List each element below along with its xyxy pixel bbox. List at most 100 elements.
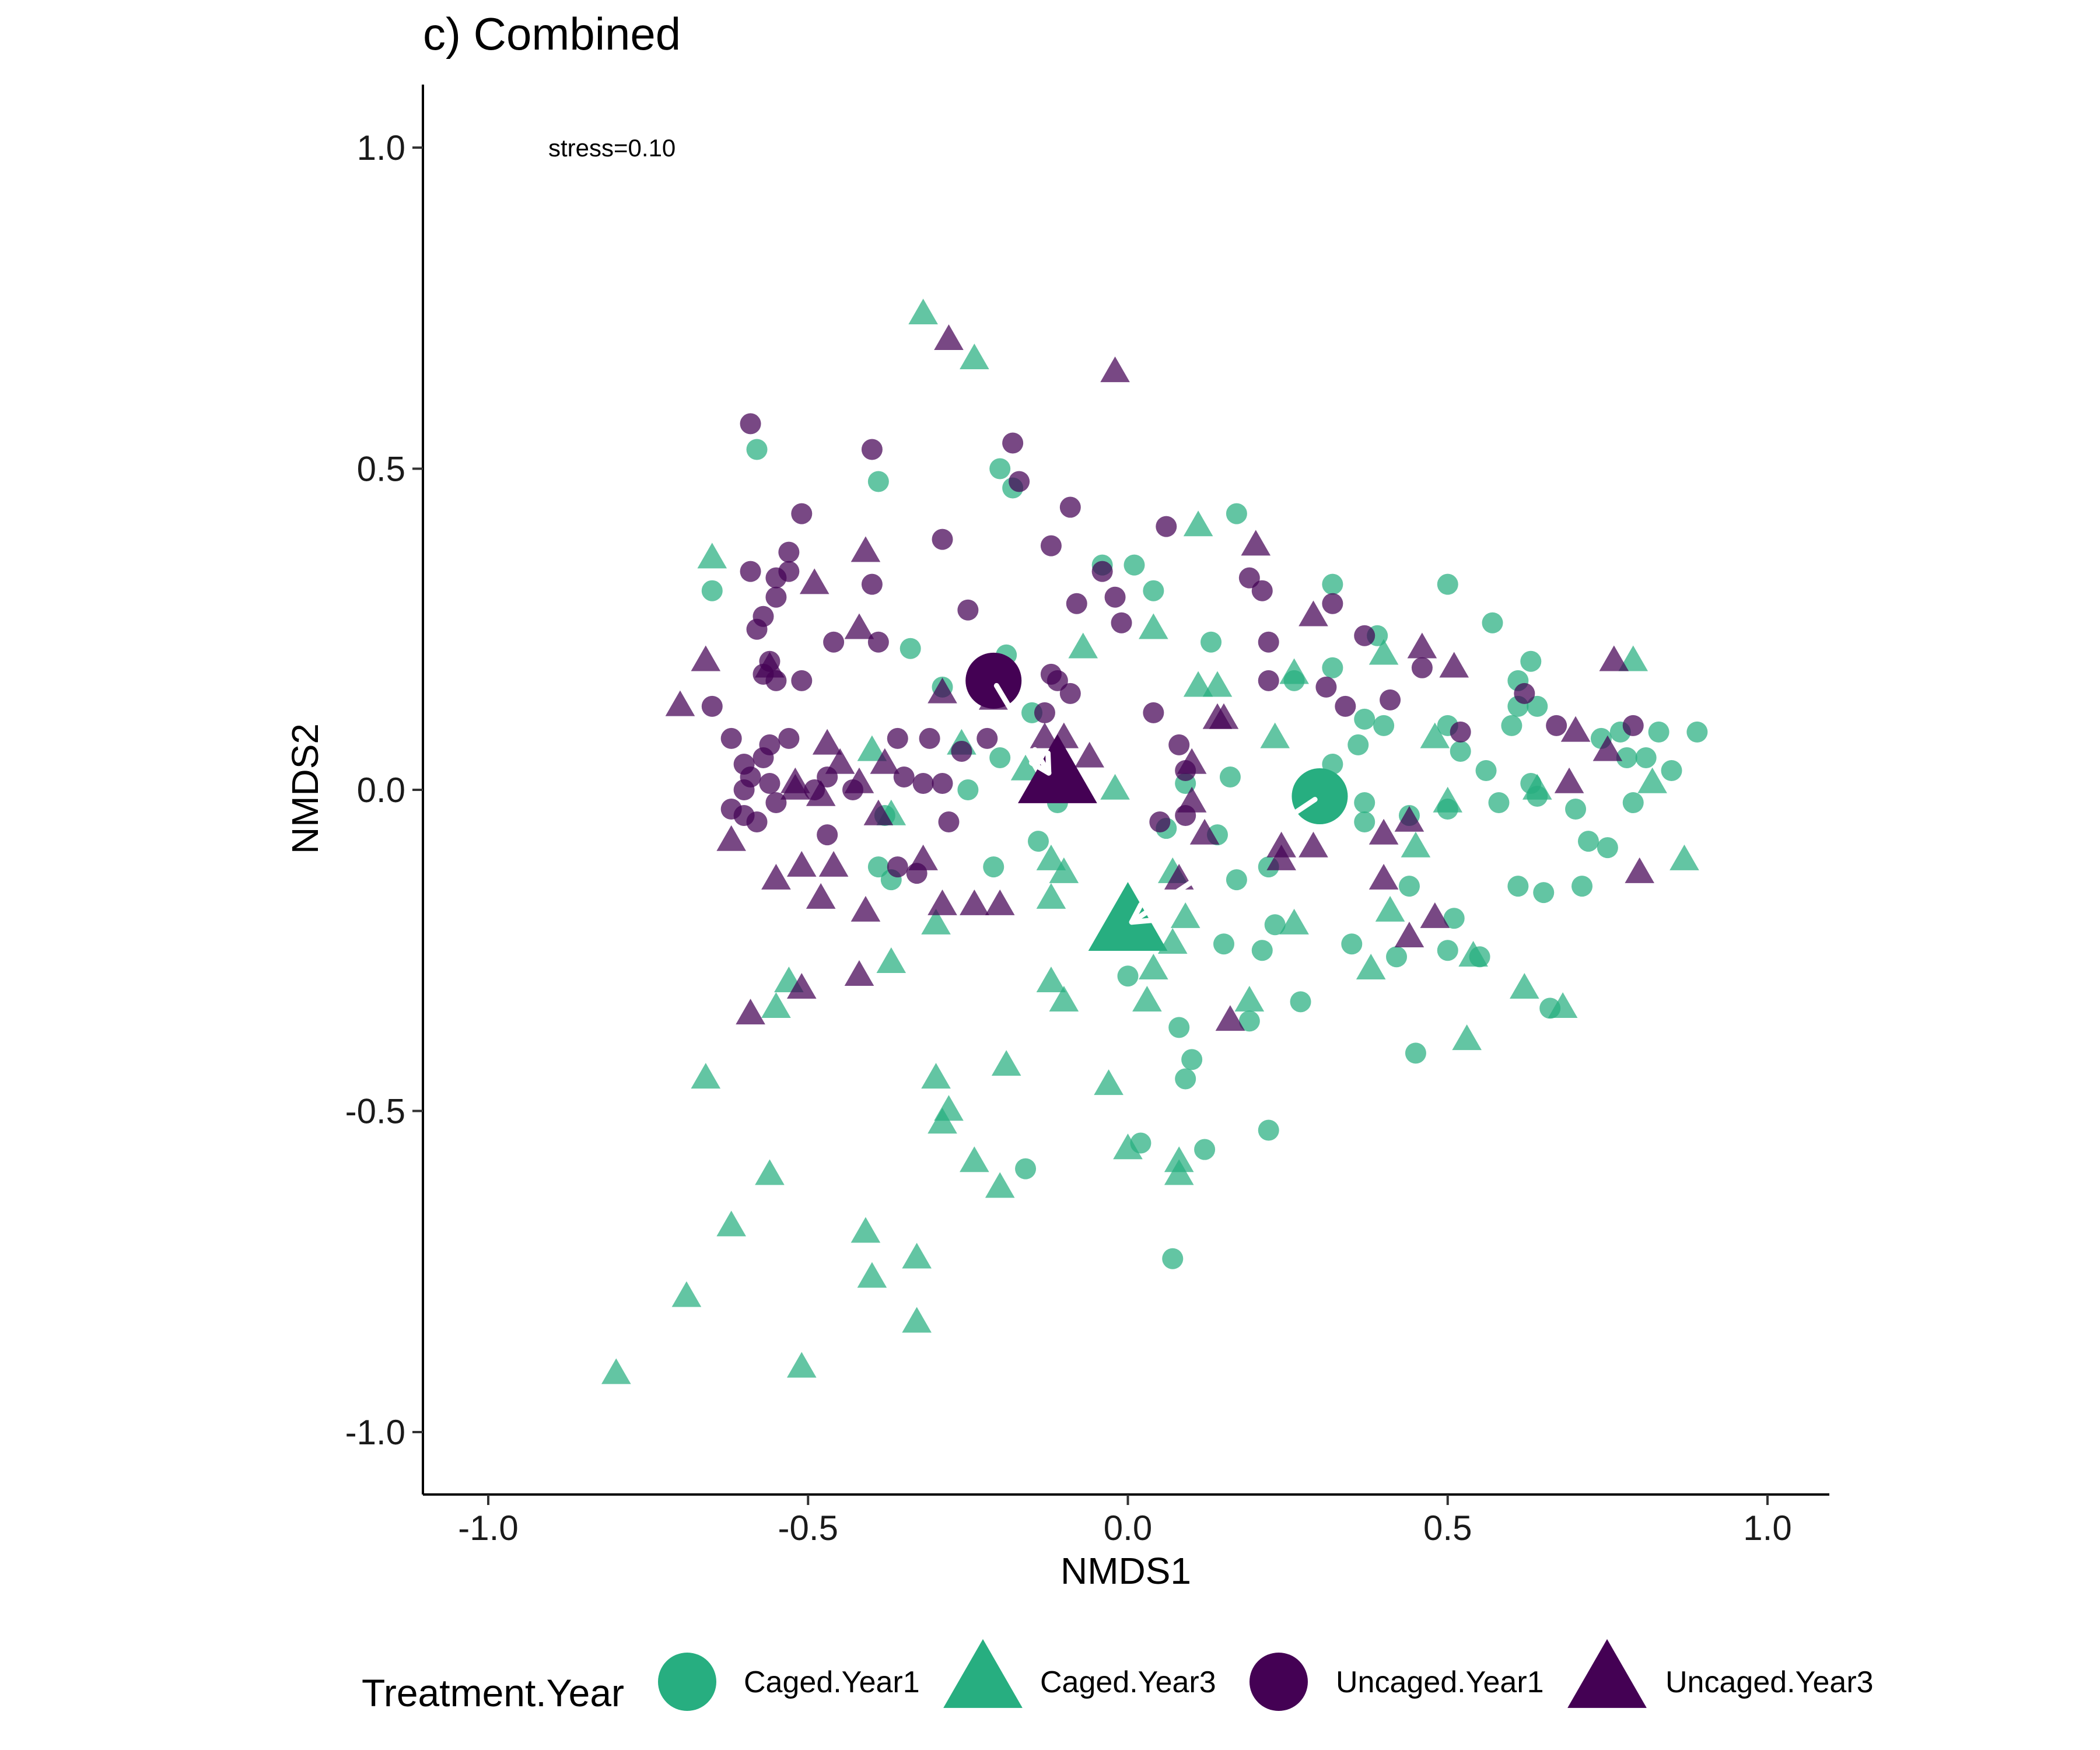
data-point xyxy=(791,670,813,691)
data-point xyxy=(765,586,787,608)
data-point xyxy=(1117,965,1139,987)
x-tick-label: 1.0 xyxy=(1743,1508,1791,1548)
data-point xyxy=(1433,786,1463,813)
data-point xyxy=(1139,613,1168,639)
data-point xyxy=(671,1281,702,1307)
data-point xyxy=(850,895,881,922)
data-point xyxy=(977,727,998,749)
data-point xyxy=(701,695,723,717)
data-point xyxy=(960,344,989,370)
data-point xyxy=(823,631,845,653)
series-uncaged-year1 xyxy=(701,413,1644,884)
data-point xyxy=(1143,580,1164,601)
data-point xyxy=(1548,992,1578,1019)
data-point xyxy=(761,863,791,890)
data-point xyxy=(1226,503,1247,524)
data-point xyxy=(857,1262,887,1288)
y-tick-label: -1.0 xyxy=(345,1413,405,1452)
series-uncaged-year3 xyxy=(665,324,1654,1031)
data-point xyxy=(1394,921,1424,947)
data-point xyxy=(1226,869,1247,891)
data-point xyxy=(1560,716,1591,742)
data-point xyxy=(1162,1248,1184,1269)
data-point xyxy=(887,727,908,749)
data-point xyxy=(928,1108,957,1134)
data-point xyxy=(818,850,849,877)
data-point xyxy=(919,727,940,749)
data-point xyxy=(1405,1042,1426,1064)
data-point xyxy=(850,536,881,562)
data-point xyxy=(960,889,989,915)
data-point xyxy=(1046,670,1068,691)
data-point xyxy=(1482,612,1503,634)
legend-key-circle xyxy=(658,1653,716,1711)
data-point xyxy=(1452,1024,1482,1051)
data-point xyxy=(1625,857,1654,883)
data-point xyxy=(1209,703,1239,729)
data-point xyxy=(983,856,1005,878)
data-point xyxy=(778,541,800,563)
legend-item-uncaged-year1: Uncaged.Year1 xyxy=(1250,1653,1544,1711)
data-point xyxy=(1164,1159,1194,1185)
data-point xyxy=(844,613,874,639)
data-point xyxy=(1091,561,1113,582)
data-point xyxy=(1298,831,1328,858)
data-point xyxy=(1074,741,1105,768)
x-tick-label: 0.0 xyxy=(1104,1508,1152,1548)
data-point xyxy=(1616,747,1637,768)
data-point xyxy=(1375,895,1405,922)
data-point xyxy=(912,772,934,794)
centroid-arrow xyxy=(1129,797,1318,925)
data-point xyxy=(1168,734,1190,755)
data-point xyxy=(867,631,889,653)
y-tick-label: 0.5 xyxy=(357,450,405,489)
data-point xyxy=(1522,774,1552,800)
data-point xyxy=(1181,1049,1203,1070)
data-point xyxy=(1175,1068,1196,1090)
data-point xyxy=(791,503,813,524)
data-point xyxy=(844,767,874,793)
data-point xyxy=(870,748,900,774)
data-point xyxy=(746,811,768,833)
data-point xyxy=(960,1146,989,1172)
data-point xyxy=(1354,625,1376,646)
centroid-uncaged-year1 xyxy=(965,652,1022,709)
data-point xyxy=(740,561,761,582)
data-point xyxy=(697,542,727,569)
data-point xyxy=(876,947,907,973)
data-point xyxy=(1036,967,1066,993)
data-point xyxy=(1341,933,1363,955)
data-point xyxy=(1368,639,1399,665)
data-point xyxy=(1577,831,1599,852)
data-point xyxy=(1527,695,1548,717)
data-point xyxy=(1354,792,1376,814)
data-point xyxy=(1386,946,1408,968)
data-point xyxy=(1450,721,1471,743)
data-point xyxy=(1010,754,1041,780)
x-tick-label: -0.5 xyxy=(778,1508,838,1548)
data-point xyxy=(1149,811,1171,833)
data-point xyxy=(1398,876,1420,897)
data-point xyxy=(1565,799,1587,820)
data-point xyxy=(867,471,889,492)
centroid-caged-year3 xyxy=(1088,882,1168,951)
data-point xyxy=(1356,954,1386,979)
data-point xyxy=(1348,734,1369,755)
data-point xyxy=(736,999,765,1025)
data-point xyxy=(1520,650,1542,672)
data-point xyxy=(1597,837,1618,859)
data-point xyxy=(1059,496,1081,518)
data-point xyxy=(1315,676,1337,698)
data-point xyxy=(1139,954,1168,979)
data-point xyxy=(759,772,780,794)
data-point xyxy=(765,792,787,814)
data-point xyxy=(1258,631,1279,653)
data-point xyxy=(1618,645,1648,671)
data-point xyxy=(733,779,755,800)
data-point xyxy=(1279,658,1309,684)
data-point xyxy=(1420,902,1450,928)
data-point xyxy=(1264,914,1286,936)
data-point xyxy=(765,567,787,589)
legend-title: Treatment.Year xyxy=(362,1671,624,1714)
